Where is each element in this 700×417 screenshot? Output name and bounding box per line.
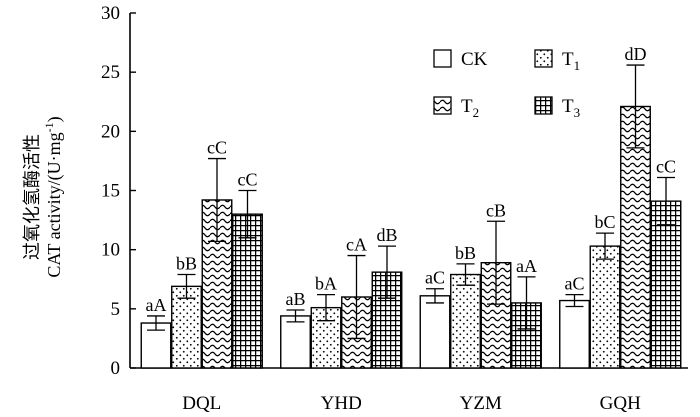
significance-label: cC (656, 156, 676, 176)
legend-entry-subscript: 3 (574, 105, 581, 120)
y-tick-label: 20 (101, 121, 120, 142)
legend-entry-subscript: 1 (574, 58, 581, 73)
legend-entry-name: T (562, 96, 574, 117)
y-tick-label: 25 (101, 62, 120, 83)
bar (280, 315, 311, 369)
significance-label: aA (146, 295, 167, 315)
y-axis-title-close: ) (44, 116, 65, 122)
y-tick-label: 10 (101, 240, 120, 261)
y-tick-label: 0 (111, 358, 121, 379)
significance-label: aC (565, 274, 585, 294)
significance-label: aC (425, 268, 445, 288)
y-tick-label: 30 (101, 3, 120, 24)
x-category-label: GQH (600, 393, 641, 414)
significance-label: cA (346, 235, 367, 255)
bar (232, 213, 263, 369)
y-tick-label: 15 (101, 181, 120, 202)
significance-label: bB (176, 254, 197, 274)
significance-label: bA (315, 274, 337, 294)
y-axis-title-sup: -1 (42, 122, 56, 132)
y-tick-label: 5 (111, 299, 121, 320)
bar (650, 200, 682, 369)
significance-label: bC (594, 212, 615, 232)
legend-entry-name: CK (461, 49, 488, 70)
x-category-label: YHD (321, 393, 362, 414)
x-category-label: DQL (182, 393, 221, 414)
bar (559, 299, 590, 369)
legend-entry: T3 (562, 96, 580, 120)
legend-entry: T1 (562, 49, 580, 73)
significance-label: cC (238, 170, 258, 190)
legend-swatch (534, 96, 553, 115)
legend-entry: CK (461, 49, 488, 70)
legend-swatch (433, 49, 452, 68)
bars-group: aA bB cC cC DQL aB bA cA dB YHD aC bB cB aA YZM aC bC dD c… (140, 44, 682, 414)
bar (171, 285, 202, 369)
y-axis-title-cn: 过氧化氢酶活性 (22, 134, 42, 260)
bar (419, 295, 451, 369)
y-axis-title-en: CAT activity/(U·mg-1) (42, 116, 65, 277)
significance-label: aA (516, 256, 537, 276)
legend-entry-name: T (562, 49, 574, 70)
significance-label: aB (286, 289, 306, 309)
legend-swatch (534, 49, 553, 68)
significance-label: cC (207, 138, 227, 158)
y-axis-title: 过氧化氢酶活性 (22, 134, 42, 260)
bar (450, 273, 481, 369)
x-category-label: YZM (460, 393, 502, 414)
legend-entry-name: T (461, 96, 473, 117)
significance-label: dB (376, 225, 397, 245)
legend-swatch (433, 96, 452, 115)
y-axis-title-en-main: CAT activity/(U·mg (44, 132, 65, 277)
legend-entry-subscript: 2 (473, 105, 480, 120)
legend-entry: T2 (461, 96, 479, 120)
significance-label: cB (486, 200, 506, 220)
bar (589, 245, 621, 369)
significance-label: dD (625, 44, 647, 64)
significance-label: bB (455, 243, 476, 263)
